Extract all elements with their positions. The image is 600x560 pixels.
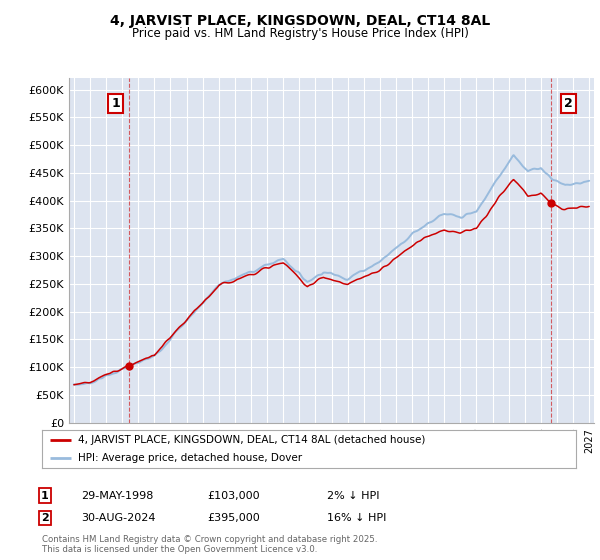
Text: 2% ↓ HPI: 2% ↓ HPI [327,491,380,501]
Text: Contains HM Land Registry data © Crown copyright and database right 2025.
This d: Contains HM Land Registry data © Crown c… [42,535,377,554]
Text: 2: 2 [564,97,572,110]
Text: £395,000: £395,000 [207,513,260,523]
Text: 1: 1 [112,97,120,110]
Text: HPI: Average price, detached house, Dover: HPI: Average price, detached house, Dove… [79,453,302,463]
Text: £103,000: £103,000 [207,491,260,501]
Text: 4, JARVIST PLACE, KINGSDOWN, DEAL, CT14 8AL (detached house): 4, JARVIST PLACE, KINGSDOWN, DEAL, CT14 … [79,435,425,445]
Text: 1: 1 [41,491,49,501]
Text: 30-AUG-2024: 30-AUG-2024 [81,513,155,523]
Text: 29-MAY-1998: 29-MAY-1998 [81,491,154,501]
Text: 2: 2 [41,513,49,523]
Text: Price paid vs. HM Land Registry's House Price Index (HPI): Price paid vs. HM Land Registry's House … [131,27,469,40]
Text: 4, JARVIST PLACE, KINGSDOWN, DEAL, CT14 8AL: 4, JARVIST PLACE, KINGSDOWN, DEAL, CT14 … [110,14,490,28]
Text: 16% ↓ HPI: 16% ↓ HPI [327,513,386,523]
